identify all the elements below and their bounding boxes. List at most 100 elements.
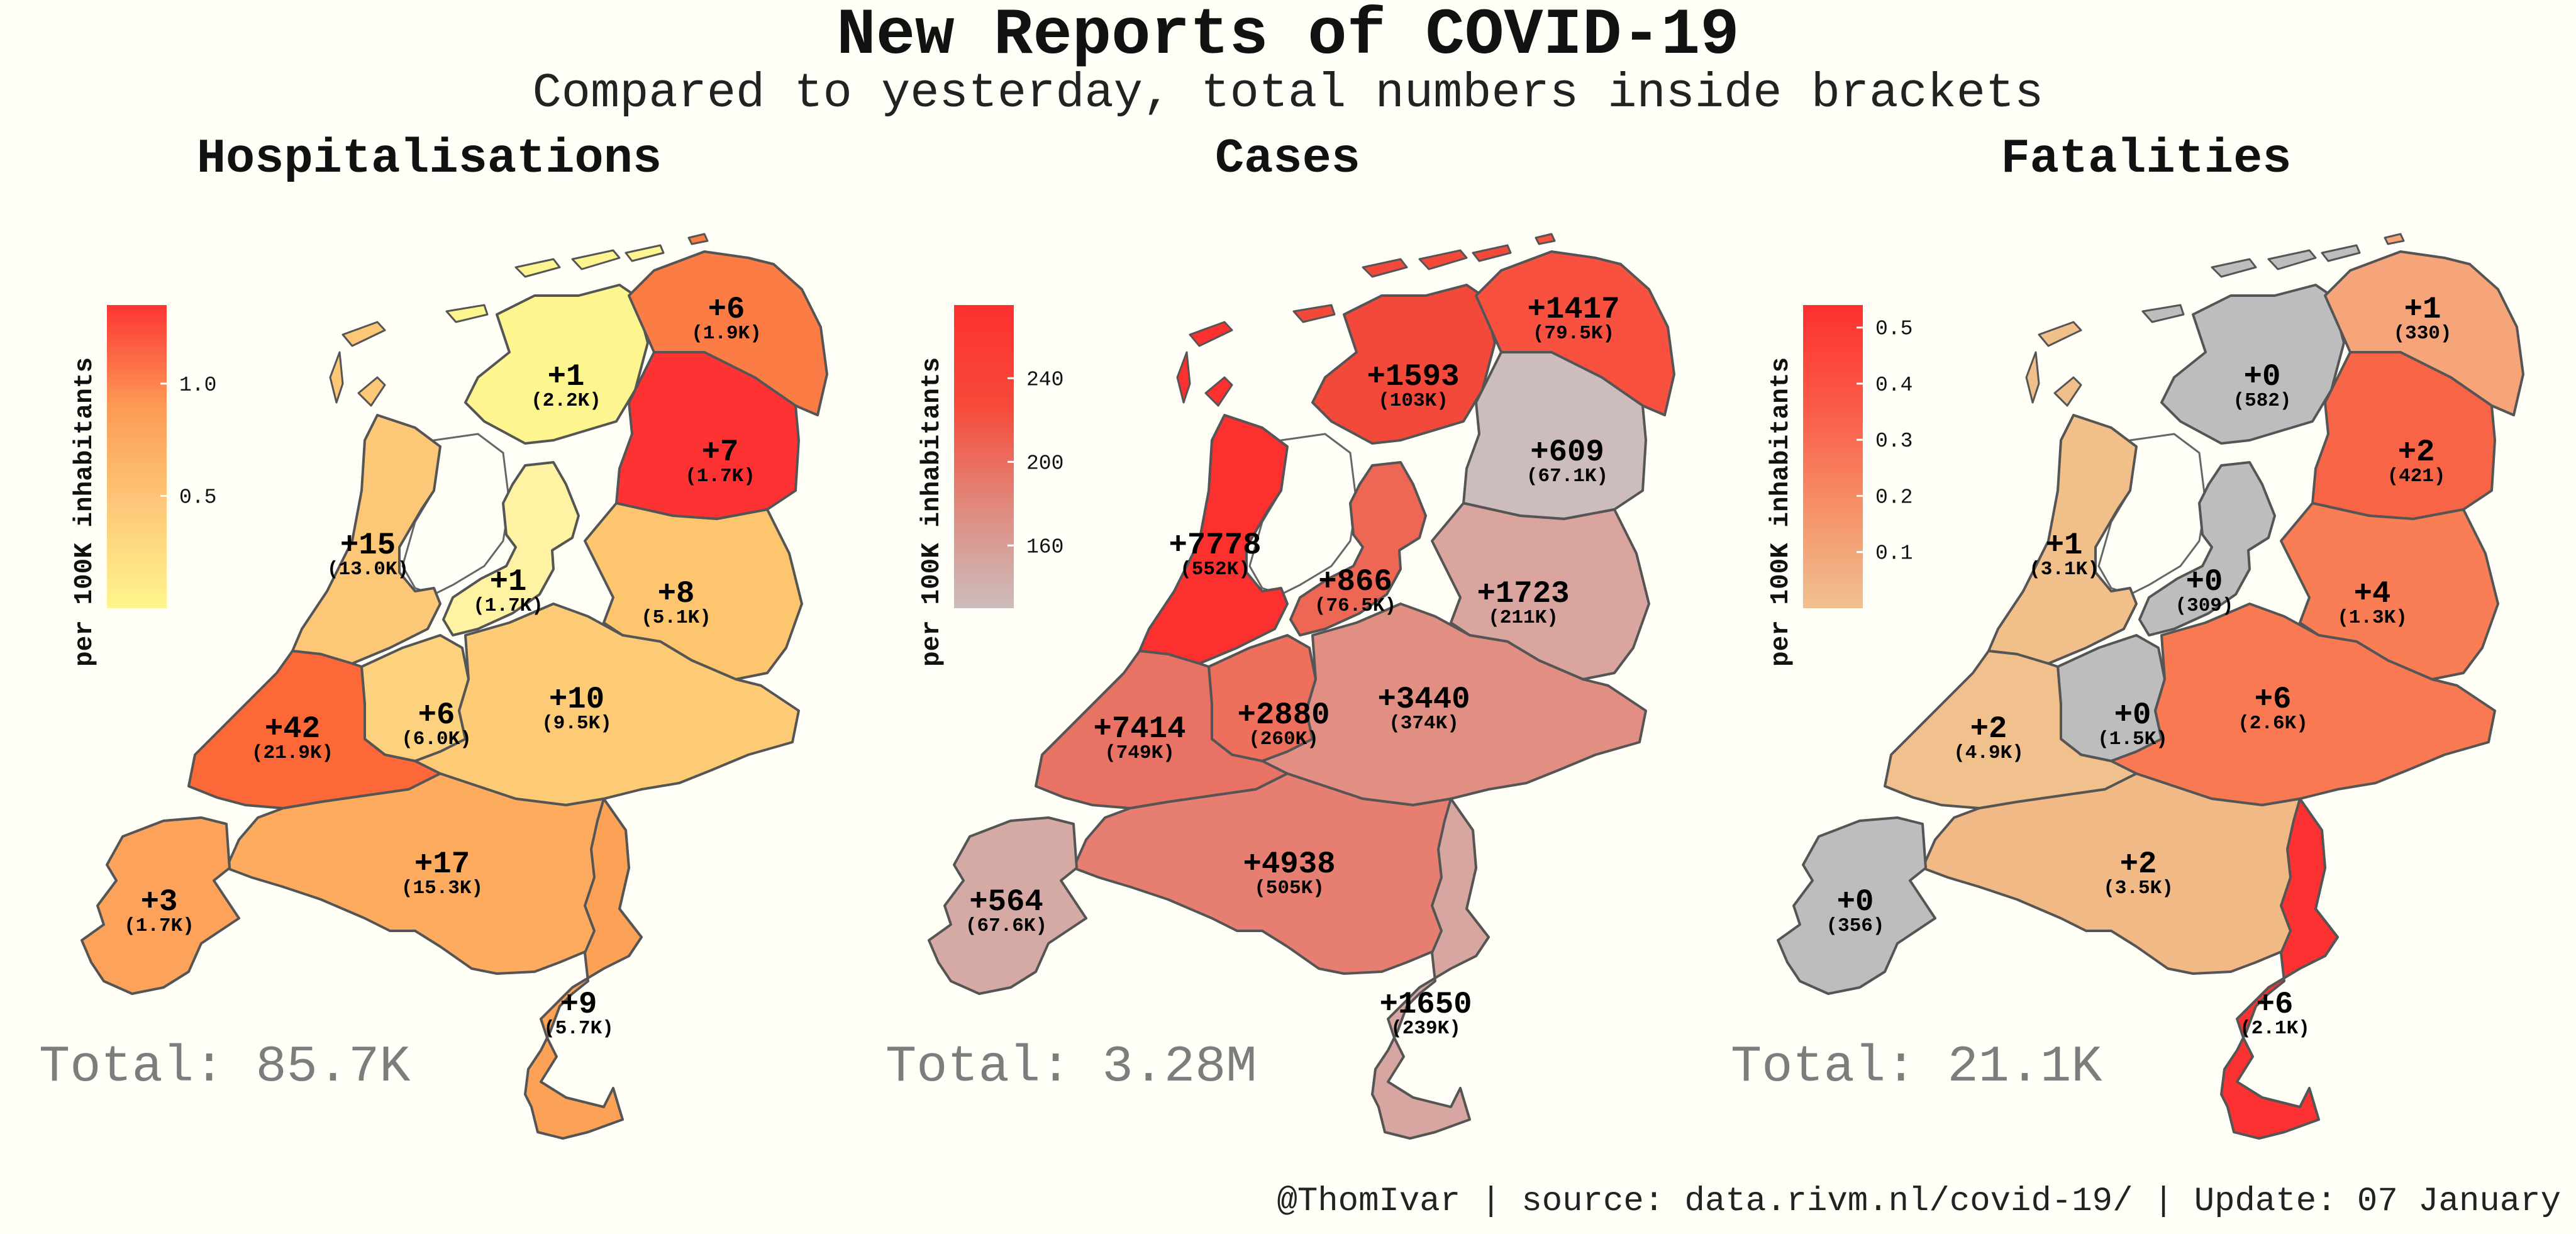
legend-tick-label: 0.3: [1875, 430, 1913, 453]
daily-label-noord-brabant: +4938: [1243, 847, 1335, 882]
province-overijssel: [1431, 502, 1650, 681]
daily-label-utrecht: +2880: [1237, 698, 1330, 733]
legend-colorbar: [107, 305, 167, 608]
daily-label-utrecht: +6: [418, 698, 455, 733]
daily-label-gelderland: +10: [549, 682, 604, 717]
province-noord-brabant: [1072, 772, 1490, 975]
wadden-island: [1176, 351, 1191, 404]
total-label-noord-holland: (13.0K): [327, 559, 409, 581]
total-label-noord-holland: (552K): [1180, 559, 1250, 581]
total-label-overijssel: (211K): [1488, 607, 1558, 629]
daily-label-overijssel: +1723: [1477, 576, 1569, 611]
province-friesland: [1311, 284, 1496, 445]
daily-label-friesland: +0: [2244, 359, 2281, 394]
province-limburg: [2220, 798, 2339, 1140]
legend-tick-label: 0.5: [1875, 318, 1913, 341]
map-fatalities: +1(330)+0(582)+2(421)+0(309)+1(3.1K)+4(1…: [1767, 233, 2524, 1140]
daily-label-zeeland: +564: [969, 884, 1043, 920]
wadden-island: [341, 321, 386, 347]
daily-label-groningen: +1: [2404, 292, 2441, 327]
province-noord-brabant: [225, 772, 643, 975]
daily-label-drenthe: +2: [2398, 435, 2435, 470]
total-label-utrecht: (6.0K): [401, 728, 472, 750]
total-cases: Total: 3.28M: [886, 1038, 1257, 1096]
wadden-island: [1189, 321, 1233, 347]
daily-label-flevoland: +1: [490, 564, 527, 599]
total-label-friesland: (2.2K): [531, 390, 601, 412]
province-flevoland: [442, 461, 580, 636]
wadden-island: [1418, 249, 1468, 270]
map-hospitalisations: +6(1.9K)+1(2.2K)+7(1.7K)+1(1.7K)+15(13.0…: [70, 233, 828, 1140]
legend-colorbar: [1803, 305, 1863, 608]
total-label-groningen: (1.9K): [691, 323, 762, 345]
wadden-island: [687, 233, 709, 245]
daily-label-flevoland: +0: [2186, 564, 2223, 599]
legend-tick-label: 1.0: [179, 374, 216, 397]
total-label-zeeland: (356): [1826, 915, 1884, 937]
daily-label-flevoland: +866: [1318, 564, 1392, 599]
total-label-utrecht: (1.5K): [2097, 728, 2168, 750]
wadden-island: [2321, 244, 2361, 262]
province-gelderland: [414, 603, 800, 806]
province-flevoland: [1289, 461, 1427, 636]
wadden-island: [2038, 321, 2082, 347]
total-label-flevoland: (76.5K): [1314, 595, 1396, 617]
total-label-gelderland: (374K): [1389, 713, 1459, 735]
panel-title-hospitalisations: Hospitalisations: [196, 132, 662, 187]
total-label-noord-brabant: (3.5K): [2103, 877, 2174, 899]
daily-label-noord-brabant: +17: [414, 847, 470, 882]
daily-label-groningen: +1417: [1527, 292, 1619, 327]
total-label-flevoland: (309): [2175, 595, 2233, 617]
panel-title-fatalities: Fatalities: [2001, 132, 2292, 187]
daily-label-overijssel: +8: [658, 576, 695, 611]
wadden-island: [1204, 376, 1233, 407]
daily-label-noord-holland: +7778: [1169, 528, 1261, 563]
total-label-zuid-holland: (749K): [1104, 742, 1175, 764]
legend-tick-label: 200: [1026, 452, 1063, 475]
total-label-limburg: (239K): [1391, 1018, 1461, 1040]
province-zeeland: [928, 816, 1087, 995]
total-label-zuid-holland: (21.9K): [252, 742, 333, 764]
province-overijssel: [2280, 502, 2499, 681]
daily-label-drenthe: +7: [702, 435, 739, 470]
wadden-island: [2053, 376, 2082, 407]
wadden-island: [2025, 351, 2040, 404]
total-label-friesland: (582): [2233, 390, 2291, 412]
map-cases: +1417(79.5K)+1593(103K)+609(67.1K)+866(7…: [918, 233, 1675, 1140]
daily-label-noord-holland: +15: [340, 528, 396, 563]
wadden-island: [445, 304, 489, 323]
total-fatalities: Total: 21.1K: [1731, 1038, 2102, 1096]
total-label-noord-brabant: (505K): [1254, 877, 1324, 899]
province-noord-brabant: [1921, 772, 2339, 975]
daily-label-zuid-holland: +7414: [1093, 711, 1185, 747]
province-friesland: [2160, 284, 2345, 445]
province-gelderland: [2110, 603, 2496, 806]
daily-label-zeeland: +0: [1837, 884, 1874, 920]
total-label-noord-holland: (3.1K): [2029, 559, 2099, 581]
total-label-limburg: (2.1K): [2240, 1018, 2310, 1040]
total-label-flevoland: (1.7K): [473, 595, 543, 617]
wadden-island: [625, 244, 665, 262]
province-friesland: [464, 284, 649, 445]
legend-tick-label: 0.2: [1875, 486, 1913, 509]
daily-label-friesland: +1593: [1367, 359, 1459, 394]
wadden-island: [571, 249, 621, 270]
wadden-island: [2267, 249, 2317, 270]
province-limburg: [524, 798, 643, 1140]
subtitle: Compared to yesterday, total numbers ins…: [532, 67, 2044, 121]
total-label-zeeland: (67.6K): [965, 915, 1047, 937]
total-label-overijssel: (1.3K): [2337, 607, 2407, 629]
daily-label-limburg: +1650: [1379, 987, 1472, 1022]
total-label-utrecht: (260K): [1248, 728, 1319, 750]
total-label-drenthe: (1.7K): [685, 465, 755, 487]
province-limburg: [1371, 798, 1490, 1140]
daily-label-zeeland: +3: [141, 884, 178, 920]
total-hospitalisations: Total: 85.7K: [39, 1038, 411, 1096]
wadden-island: [329, 351, 344, 404]
legend-title: per 100K inhabitants: [70, 357, 99, 667]
daily-label-friesland: +1: [548, 359, 585, 394]
province-overijssel: [584, 502, 803, 681]
province-noord-holland: [1987, 414, 2138, 665]
total-label-noord-brabant: (15.3K): [401, 877, 483, 899]
